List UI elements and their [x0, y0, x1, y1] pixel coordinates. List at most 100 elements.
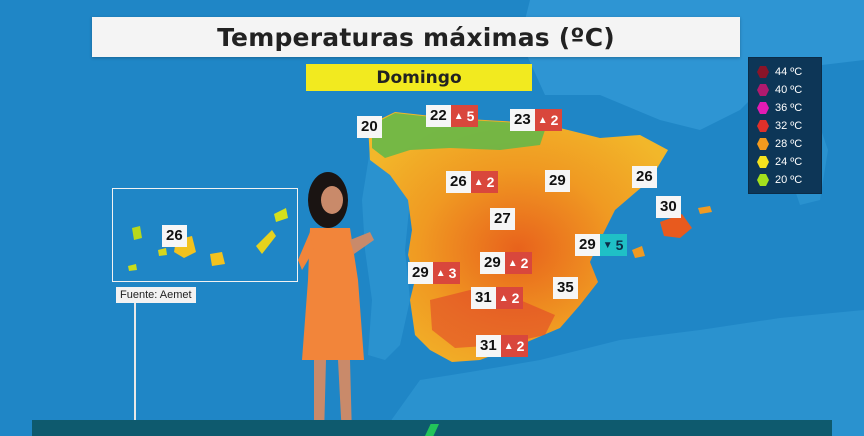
- north-coast-green: [372, 113, 545, 158]
- presenter-figure: [298, 172, 374, 436]
- title-bar: Temperaturas máximas (ºC): [92, 17, 740, 57]
- temp-burgos: 26 ▲ 2: [446, 171, 499, 193]
- delta-value: 3: [448, 265, 457, 281]
- hexagon-icon: [757, 84, 769, 96]
- mallorca: [660, 214, 692, 238]
- delta-badge: ▼ 5: [599, 234, 628, 256]
- legend-label: 20 ºC: [775, 174, 803, 186]
- delta-badge: ▲ 2: [500, 335, 529, 357]
- presenter-left-arm: [298, 232, 314, 270]
- legend-label: 24 ºC: [775, 156, 803, 168]
- temp-baleares: 30: [656, 196, 681, 218]
- temp-value: 31: [471, 287, 496, 309]
- delta-badge: ▲ 3: [432, 262, 461, 284]
- triangle-down-icon: ▼: [602, 239, 613, 251]
- canary-gran-canaria: [210, 252, 225, 266]
- temperature-legend: 44 ºC 40 ºC 36 ºC 32 ºC 28 ºC 24 ºC 20 º…: [748, 57, 822, 194]
- presenter-dress: [302, 228, 364, 360]
- temp-barcelona: 26: [632, 166, 657, 188]
- legend-label: 40 ºC: [775, 84, 803, 96]
- delta-value: 2: [511, 290, 520, 306]
- delta-badge: ▲ 5: [450, 105, 479, 127]
- legend-label: 32 ºC: [775, 120, 803, 132]
- triangle-up-icon: ▲: [435, 267, 446, 279]
- canary-islands-frame: [112, 188, 298, 282]
- triangle-up-icon: ▲: [503, 340, 514, 352]
- delta-value: 2: [516, 338, 525, 354]
- legend-label: 28 ºC: [775, 138, 803, 150]
- page-title: Temperaturas máximas (ºC): [217, 22, 615, 52]
- temp-value: 22: [426, 105, 451, 127]
- legend-item: 40 ºC: [757, 81, 802, 99]
- presenter-right-arm: [350, 232, 374, 254]
- source-label: Fuente: Aemet: [116, 287, 196, 303]
- delta-badge: ▲ 2: [504, 252, 533, 274]
- temp-value: 29: [408, 262, 433, 284]
- temp-value: 26: [162, 225, 187, 247]
- temp-value: 20: [357, 116, 382, 138]
- delta-badge: ▲ 2: [470, 171, 499, 193]
- legend-label: 36 ºC: [775, 102, 803, 114]
- temp-value: 30: [656, 196, 681, 218]
- temp-cordoba: 31 ▲ 2: [471, 287, 524, 309]
- triangle-up-icon: ▲: [507, 257, 518, 269]
- canary-fuerteventura: [256, 230, 276, 254]
- canary-hierro: [128, 264, 137, 271]
- temp-value: 26: [446, 171, 471, 193]
- canary-gomera: [158, 248, 167, 256]
- temp-value: 35: [553, 277, 578, 299]
- temp-murcia: 35: [553, 277, 578, 299]
- africa-landmass: [380, 310, 864, 436]
- hexagon-icon: [757, 120, 769, 132]
- delta-value: 2: [550, 112, 559, 128]
- delta-value: 5: [466, 108, 475, 124]
- temp-value: 23: [510, 109, 535, 131]
- temp-value: 31: [476, 335, 501, 357]
- hexagon-icon: [757, 66, 769, 78]
- divider-line: [134, 303, 136, 436]
- temp-albacete: 29 ▲ 2: [480, 252, 533, 274]
- delta-badge: ▲ 2: [495, 287, 524, 309]
- hexagon-icon: [757, 174, 769, 186]
- legend-item: 24 ºC: [757, 153, 802, 171]
- temp-value: 29: [545, 170, 570, 192]
- hexagon-icon: [757, 156, 769, 168]
- delta-value: 2: [486, 174, 495, 190]
- hexagon-icon: [757, 102, 769, 114]
- presenter-legs: [314, 360, 352, 436]
- triangle-up-icon: ▲: [473, 176, 484, 188]
- temp-value: 29: [575, 234, 600, 256]
- temp-madrid: 27: [490, 208, 515, 230]
- day-label: Domingo: [376, 67, 462, 88]
- triangle-up-icon: ▲: [498, 292, 509, 304]
- temp-badajoz: 29 ▲ 3: [408, 262, 461, 284]
- legend-item: 36 ºC: [757, 99, 802, 117]
- triangle-up-icon: ▲: [537, 114, 548, 126]
- canary-lanzarote: [274, 208, 288, 222]
- ibiza: [632, 246, 645, 258]
- delta-badge: ▲ 2: [534, 109, 563, 131]
- hexagon-icon: [757, 138, 769, 150]
- temp-malaga: 31 ▲ 2: [476, 335, 529, 357]
- temp-zaragoza: 29: [545, 170, 570, 192]
- delta-value: 2: [520, 255, 529, 271]
- temp-pais-vasco: 23 ▲ 2: [510, 109, 563, 131]
- south-hot-zone: [430, 290, 555, 348]
- temp-value: 26: [632, 166, 657, 188]
- day-bar: Domingo: [306, 64, 532, 91]
- legend-item: 44 ºC: [757, 63, 802, 81]
- canary-la-palma: [132, 226, 142, 240]
- delta-value: 5: [615, 237, 624, 253]
- legend-item: 20 ºC: [757, 171, 802, 189]
- temp-valencia: 29 ▼ 5: [575, 234, 628, 256]
- menorca: [698, 206, 712, 214]
- temp-asturias: 22 ▲ 5: [426, 105, 479, 127]
- presenter-face: [321, 186, 343, 214]
- triangle-up-icon: ▲: [453, 110, 464, 122]
- temp-value: 29: [480, 252, 505, 274]
- legend-item: 28 ºC: [757, 135, 802, 153]
- portugal-landmass: [362, 150, 410, 360]
- temp-canarias: 26: [162, 225, 187, 247]
- legend-item: 32 ºC: [757, 117, 802, 135]
